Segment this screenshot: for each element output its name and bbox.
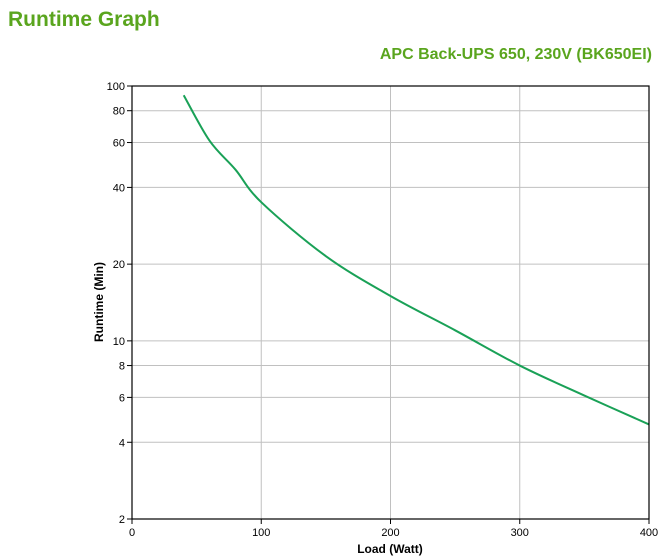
y-tick-label: 20 — [113, 259, 125, 271]
series — [182, 94, 650, 426]
y-axis-label: Runtime (Min) — [92, 262, 106, 342]
x-tick-label: 200 — [381, 527, 399, 539]
runtime-curve — [182, 94, 650, 426]
y-tick-label: 40 — [113, 182, 125, 194]
plot-frame — [131, 85, 650, 520]
x-tick-label: 400 — [640, 527, 658, 539]
y-tick-label: 4 — [119, 437, 125, 449]
x-axis-label: Load (Watt) — [357, 542, 423, 556]
page-title: Runtime Graph — [8, 8, 160, 31]
y-tick-label: 80 — [113, 106, 125, 118]
ticks: 0 100 200 300 400 2 4 6 8 10 20 40 60 80 100 — [107, 81, 659, 539]
x-tick-label: 300 — [511, 527, 529, 539]
x-tick-label: 100 — [252, 527, 270, 539]
y-tick-label: 60 — [113, 138, 125, 150]
x-tick-label: 0 — [129, 527, 135, 539]
y-tick-label: 6 — [119, 392, 125, 404]
y-tick-label: 100 — [107, 81, 125, 93]
y-tick-label: 2 — [119, 514, 125, 526]
chart-subtitle: APC Back-UPS 650, 230V (BK650EI) — [379, 46, 652, 63]
y-tick-label: 10 — [113, 336, 125, 348]
y-tick-label: 8 — [119, 361, 125, 373]
grid — [132, 86, 649, 519]
